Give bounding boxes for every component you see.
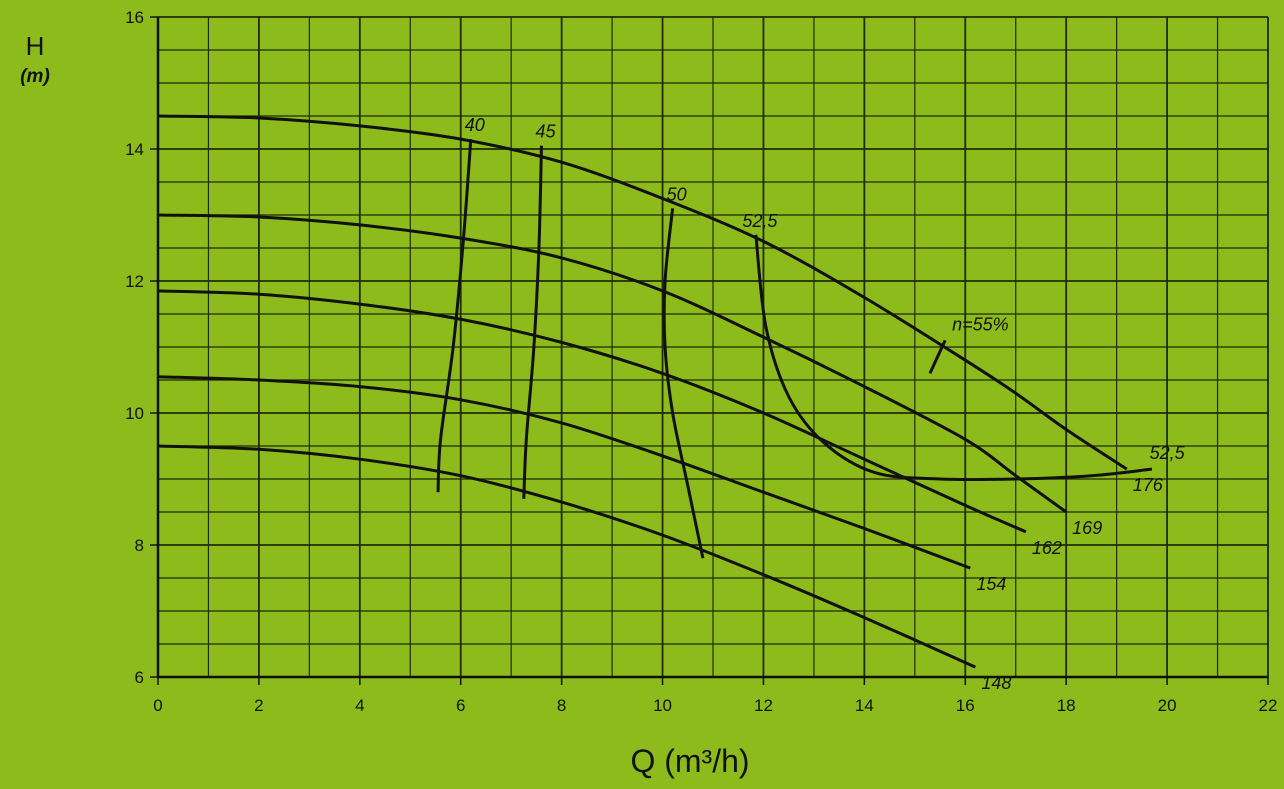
head-curve-label: 154	[976, 574, 1006, 594]
head-curve-169	[157, 213, 1068, 514]
head-curve-148	[157, 444, 976, 669]
x-tick-label: 0	[153, 696, 162, 715]
x-tick-label: 20	[1158, 696, 1177, 715]
efficiency-curve-label: 45	[535, 122, 556, 142]
efficiency-curve-label: 40	[465, 115, 485, 135]
x-tick-label: 2	[254, 696, 263, 715]
y-tick-label: 14	[125, 140, 144, 159]
efficiency-curve-50	[662, 208, 705, 559]
head-curve-label: 176	[1133, 475, 1164, 495]
head-curve-label: 148	[981, 673, 1011, 693]
head-curve-162	[157, 289, 1027, 534]
x-axis-title: Q (m³/h)	[630, 743, 749, 779]
x-tick-label: 6	[456, 696, 465, 715]
curve-labels: 176 169 162 154 148 40 45 50 52,5 n=55% 52,5	[465, 115, 1186, 693]
x-tick-label: 8	[557, 696, 566, 715]
x-tick-label: 4	[355, 696, 364, 715]
efficiency-curve-45	[522, 145, 543, 499]
head-curve-176	[157, 114, 1128, 471]
head-curve-154	[157, 375, 971, 570]
y-tick-label: 12	[125, 272, 144, 291]
y-axis-unit: (m)	[20, 66, 50, 87]
head-curve-label: 162	[1032, 538, 1062, 558]
y-axis-title: H	[26, 31, 45, 61]
y-tick-label: 16	[125, 8, 144, 27]
x-tick-label: 12	[754, 696, 773, 715]
chart-annotation: n=55%	[952, 315, 1009, 335]
grid	[156, 16, 1269, 679]
y-tick-label: 8	[135, 536, 144, 555]
x-tick-label: 14	[855, 696, 874, 715]
x-tick-label: 22	[1259, 696, 1278, 715]
axis-ticks: 0 2 4 6 8 10 12 14 16 18 20 22 6 8 10 12 14 16	[125, 8, 1277, 715]
head-curve-label: 169	[1072, 518, 1102, 538]
curves	[157, 114, 1153, 669]
x-tick-label: 18	[1057, 696, 1076, 715]
efficiency-curve-label: 50	[667, 184, 687, 204]
y-tick-label: 6	[135, 668, 144, 687]
efficiency-marker-55	[928, 339, 947, 375]
efficiency-curve-40	[436, 138, 473, 493]
efficiency-curve-52,5	[754, 234, 1153, 482]
y-tick-label: 10	[125, 404, 144, 423]
efficiency-curve-label: 52,5	[742, 211, 778, 231]
chart-annotation: 52,5	[1150, 443, 1186, 463]
x-tick-label: 16	[956, 696, 975, 715]
x-tick-label: 10	[653, 696, 672, 715]
